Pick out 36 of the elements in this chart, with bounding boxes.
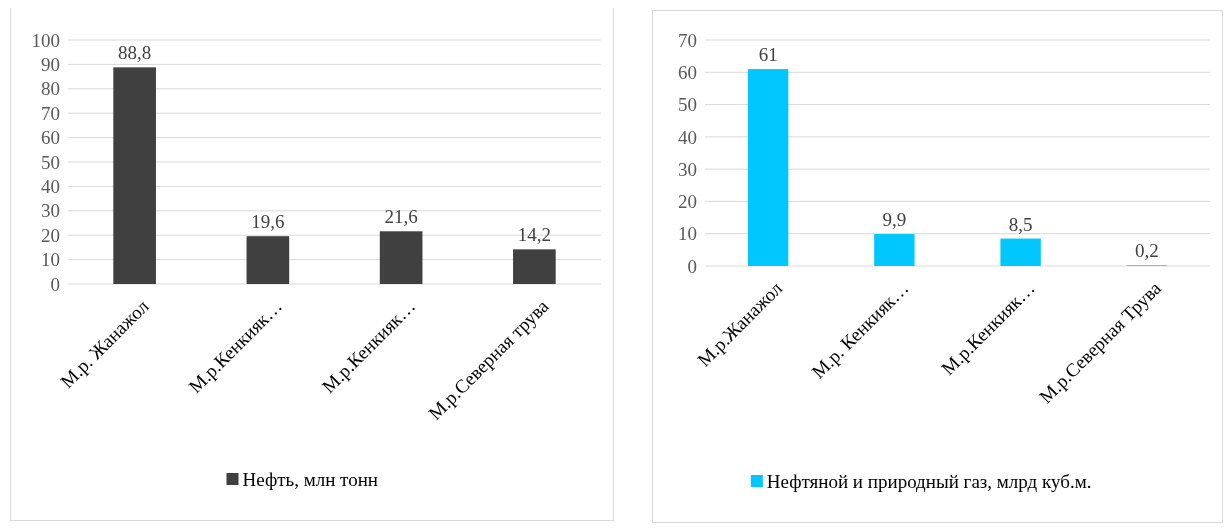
y-tick-label: 30	[41, 200, 60, 222]
y-tick-label: 100	[31, 29, 60, 51]
y-tick-label: 20	[41, 224, 60, 246]
bar	[513, 249, 556, 284]
y-tick-label: 10	[41, 249, 60, 271]
y-tick-label: 20	[678, 191, 697, 213]
y-tick-label: 10	[678, 223, 697, 245]
y-tick-label: 70	[678, 29, 697, 51]
y-tick-label: 90	[41, 54, 60, 76]
y-tick-label: 60	[678, 61, 697, 83]
y-tick-label: 80	[41, 78, 60, 100]
data-label: 8,5	[1008, 213, 1033, 235]
bar	[874, 234, 915, 266]
bar	[1000, 238, 1041, 266]
data-label: 14,2	[517, 224, 551, 246]
data-label: 0,2	[1135, 240, 1159, 262]
y-tick-label: 60	[41, 127, 60, 149]
y-tick-label: 0	[687, 255, 697, 277]
y-tick-label: 50	[41, 151, 60, 173]
bar	[113, 67, 156, 284]
data-label: 61	[758, 44, 778, 66]
bar	[747, 69, 789, 266]
bar	[246, 236, 290, 284]
bar	[379, 231, 423, 284]
y-tick-label: 40	[41, 176, 60, 198]
data-label: 19,6	[251, 211, 285, 233]
data-label: 21,6	[384, 206, 418, 228]
data-label: 9,9	[882, 209, 907, 231]
data-label: 88,8	[118, 42, 152, 64]
y-tick-label: 70	[41, 102, 60, 124]
y-tick-label: 30	[678, 158, 697, 180]
y-tick-label: 40	[678, 126, 697, 148]
legend-label: Нефтяной и природный газ, млрд куб.м.	[766, 470, 1092, 492]
y-tick-label: 50	[678, 94, 697, 116]
y-tick-label: 0	[50, 273, 60, 295]
legend-label: Нефть, млн тонн	[242, 468, 378, 490]
